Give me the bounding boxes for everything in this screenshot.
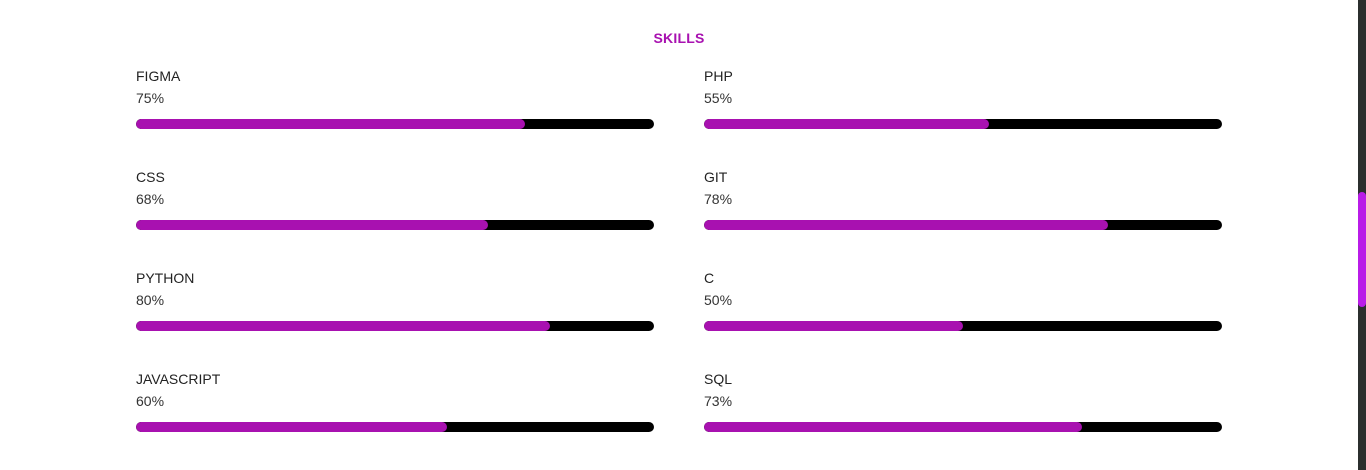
skill-c: C 50% xyxy=(704,268,1222,369)
page-scrollbar[interactable] xyxy=(1358,0,1366,470)
skill-name: PYTHON xyxy=(136,270,195,286)
skill-progress-bar xyxy=(136,220,654,230)
skill-python: PYTHON 80% xyxy=(136,268,654,369)
skill-percent: 75% xyxy=(136,90,165,106)
skill-progress-bar xyxy=(136,119,654,129)
skill-progress-bar xyxy=(704,220,1222,230)
skill-progress-fill xyxy=(704,422,1083,432)
skill-progress-fill xyxy=(704,321,963,331)
skill-progress-bar xyxy=(704,119,1222,129)
skill-name: JAVASCRIPT xyxy=(136,371,221,387)
skill-progress-bar xyxy=(704,422,1222,432)
skill-php: PHP 55% xyxy=(704,66,1222,167)
skill-figma: FIGMA 75% xyxy=(136,66,654,167)
skill-name: SQL xyxy=(704,371,733,387)
scrollbar-thumb[interactable] xyxy=(1358,192,1366,307)
skill-percent: 73% xyxy=(704,393,733,409)
skill-progress-bar xyxy=(136,422,654,432)
skill-progress-fill xyxy=(136,220,489,230)
skill-percent: 68% xyxy=(136,191,165,207)
skill-percent: 55% xyxy=(704,90,733,106)
skill-name: CSS xyxy=(136,169,165,185)
skill-progress-fill xyxy=(704,220,1109,230)
skill-javascript: JAVASCRIPT 60% xyxy=(136,369,654,470)
skill-git: GIT 78% xyxy=(704,167,1222,268)
skill-progress-fill xyxy=(704,119,989,129)
skill-name: PHP xyxy=(704,68,733,84)
skill-sql: SQL 73% xyxy=(704,369,1222,470)
skills-grid: FIGMA 75% PHP 55% CSS 68% GIT 78% xyxy=(136,66,1222,470)
skill-progress-bar xyxy=(136,321,654,331)
skill-progress-bar xyxy=(704,321,1222,331)
skill-percent: 60% xyxy=(136,393,165,409)
skill-progress-fill xyxy=(136,422,447,432)
skill-progress-fill xyxy=(136,321,551,331)
section-title: SKILLS xyxy=(653,30,705,46)
skill-name: FIGMA xyxy=(136,68,181,84)
skill-css: CSS 68% xyxy=(136,167,654,268)
skill-percent: 80% xyxy=(136,292,165,308)
skill-name: C xyxy=(704,270,715,286)
skill-percent: 78% xyxy=(704,191,733,207)
skill-name: GIT xyxy=(704,169,728,185)
skill-percent: 50% xyxy=(704,292,733,308)
skill-progress-fill xyxy=(136,119,525,129)
